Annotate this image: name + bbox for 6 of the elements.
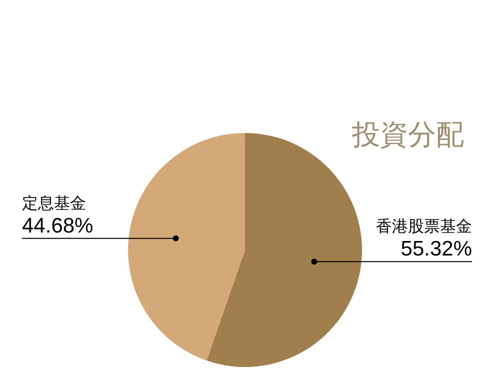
data-label: 44.68% bbox=[22, 214, 94, 238]
chart-title: 投資分配 bbox=[352, 117, 464, 153]
data-label: 55.32% bbox=[400, 238, 472, 261]
slice-label: 定息基金 bbox=[22, 193, 86, 212]
slice-label: 香港股票基金 bbox=[376, 216, 472, 236]
pie-slice bbox=[128, 133, 245, 361]
